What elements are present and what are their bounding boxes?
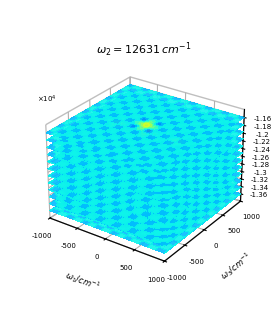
Title: $\omega_2 = 12631\,cm^{-1}$: $\omega_2 = 12631\,cm^{-1}$: [96, 40, 191, 59]
Text: $\times10^4$: $\times10^4$: [37, 93, 57, 105]
Y-axis label: $\omega_3/cm^{-1}$: $\omega_3/cm^{-1}$: [217, 249, 255, 283]
X-axis label: $\omega_1/cm^{-1}$: $\omega_1/cm^{-1}$: [63, 268, 102, 294]
